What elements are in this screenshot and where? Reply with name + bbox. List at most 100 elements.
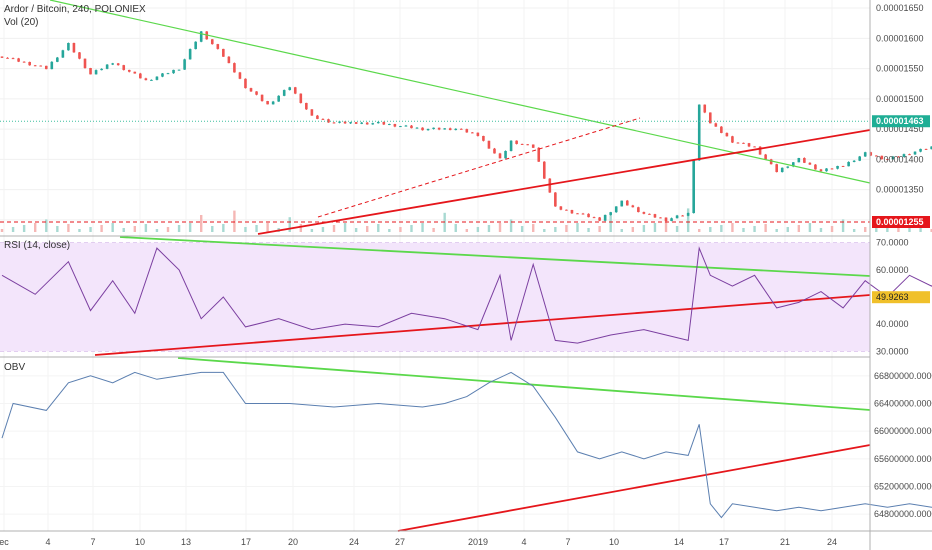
volume-bar [222, 224, 225, 232]
candle-body [299, 93, 303, 103]
candle-body [697, 104, 701, 161]
obv-tick-label: 66800000.0000 [874, 371, 932, 381]
candle-body [139, 73, 142, 79]
volume-bar [100, 225, 103, 232]
volume-label[interactable]: Vol (20) [4, 17, 38, 28]
volume-bar [476, 227, 480, 232]
candle-body [720, 126, 723, 133]
price-tick-label: 0.00001550 [876, 64, 924, 74]
time-tick-label: ec [0, 537, 9, 547]
time-tick-label: 7 [90, 537, 95, 547]
candle-body [847, 161, 850, 167]
volume-bar [498, 223, 502, 232]
candle-body [343, 121, 347, 124]
time-tick-label: 14 [674, 537, 684, 547]
volume-bar [686, 208, 690, 232]
volume-bar [587, 228, 590, 232]
candle-body [22, 61, 26, 63]
support-price-badge-text: 0.00001255 [876, 217, 924, 227]
candle-body [554, 192, 557, 207]
candle-body [631, 205, 635, 208]
candle-body [321, 118, 325, 120]
candle-body [874, 155, 878, 157]
volume-bar [78, 229, 81, 232]
rsi-tick-label: 70.0000 [876, 238, 909, 248]
candle-body [780, 167, 784, 173]
rsi-label[interactable]: RSI (14, close) [4, 240, 70, 251]
candle-body [61, 50, 65, 58]
candle-body [376, 121, 380, 124]
price-tick-label: 0.00001450 [876, 124, 924, 134]
candle-body [891, 156, 895, 160]
candle-body [255, 91, 258, 95]
trend-lines[interactable] [0, 0, 871, 532]
price-descending-trendline[interactable] [49, 0, 871, 184]
rsi-ascending-trendline[interactable] [94, 294, 871, 356]
rsi-tick-label: 60.0000 [876, 265, 909, 275]
candle-body [288, 87, 292, 91]
candle-body [686, 213, 690, 216]
obv-descending-trendline[interactable] [177, 357, 871, 411]
volume-bar [144, 224, 148, 232]
candle-body [653, 214, 657, 218]
candle-body [421, 127, 424, 131]
obv-ascending-trendline[interactable] [397, 444, 871, 532]
candle-body [703, 104, 707, 113]
time-tick-label: 21 [780, 537, 790, 547]
candle-body [648, 213, 651, 215]
candle-body [144, 78, 148, 81]
support-price-badge-bg [872, 216, 930, 228]
candle-body [172, 69, 175, 74]
candle-body [803, 158, 806, 163]
symbol-title[interactable]: Ardor / Bitcoin, 240, POLONIEX [4, 4, 146, 15]
candle-body [127, 69, 131, 72]
price-ascending-trendline[interactable] [257, 129, 871, 235]
candle-body [415, 127, 419, 129]
candle-body [111, 63, 114, 65]
candle-body [28, 61, 31, 66]
candle-body [504, 150, 507, 159]
candle-body [448, 128, 452, 131]
candle-body [603, 214, 607, 221]
volume-bar [775, 229, 778, 232]
price-dashed-trendline[interactable] [317, 117, 641, 218]
candle-body [808, 162, 812, 165]
volume-bar [609, 215, 612, 232]
candle-body [94, 70, 98, 75]
candle-body [210, 39, 214, 45]
obv-line [1, 371, 932, 519]
candle-body [238, 72, 242, 79]
volume-bar [675, 226, 679, 232]
candle-body [260, 94, 264, 102]
candle-body [459, 128, 463, 130]
volume-bar [111, 223, 114, 232]
candle-body [410, 125, 413, 129]
candle-body [426, 128, 430, 131]
candle-body [620, 200, 624, 207]
candle-body [731, 136, 734, 143]
obv-label[interactable]: OBV [4, 362, 25, 373]
candle-body [33, 65, 37, 67]
candle-body [786, 166, 790, 168]
candle-body [382, 121, 386, 125]
rsi-descending-trendline[interactable] [119, 236, 871, 277]
candle-body [919, 148, 922, 152]
candle-body [869, 152, 873, 156]
candle-body [642, 212, 646, 214]
candle-body [271, 101, 275, 105]
candle-body [814, 164, 817, 170]
candle-body [797, 158, 801, 163]
time-tick-label: 4 [521, 537, 526, 547]
volume-bar [864, 227, 867, 232]
volume-bar [432, 228, 435, 232]
candle-body [930, 146, 932, 150]
volume-bar [299, 224, 303, 232]
volume-bar [45, 219, 48, 232]
candle-body [404, 125, 408, 127]
candle-body [775, 164, 778, 173]
candle-body [216, 44, 220, 49]
volume-bar [421, 223, 424, 232]
volume-bar [211, 226, 214, 232]
volume-bar [631, 227, 635, 232]
